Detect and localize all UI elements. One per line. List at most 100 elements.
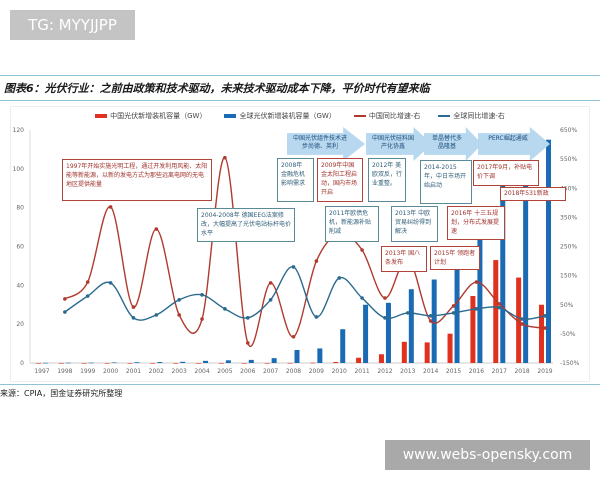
annotation-2015: 2015年 领跑者计划 [430, 246, 480, 270]
x-tick-label: 1998 [57, 368, 72, 375]
global-growth-point [268, 297, 273, 302]
annotation-2017: 2017年9月，补贴电价下调 [473, 160, 539, 186]
x-tick-label: 2015 [446, 368, 461, 375]
global-bar [271, 358, 277, 363]
x-tick-label: 2014 [423, 368, 438, 375]
china-bar [539, 304, 544, 363]
global-bar [500, 168, 506, 363]
china-growth-point [108, 205, 113, 209]
global-growth-point [474, 307, 479, 311]
watermark-bottom: www.webs-opensky.com [385, 440, 590, 470]
annotation-2009: 2009年中国金太阳工程启动，国内市场开启 [317, 158, 363, 202]
china-growth-point [451, 304, 456, 308]
x-tick-label: 2000 [103, 368, 118, 375]
global-bar [431, 279, 437, 363]
right-tick-label: 650% [560, 127, 577, 134]
china-bar [150, 363, 156, 364]
right-tick-label: 50% [560, 302, 574, 309]
annotation-2011: 2011年欧债危机，新能源补贴削减 [325, 206, 379, 242]
right-tick-label: -150% [560, 360, 580, 367]
x-tick-label: 2001 [126, 368, 141, 375]
chart-title: 图表6：光伏行业：之前由政策和技术驱动，未来技术驱动成本下降，平价时代有望来临 [4, 82, 430, 95]
legend-label: 中国同比增速-右 [368, 112, 421, 120]
global-bar [340, 329, 346, 363]
x-tick-label: 2005 [217, 368, 232, 375]
right-tick-label: 450% [560, 185, 577, 192]
left-tick-label: 80 [16, 205, 24, 212]
global-growth-point [223, 307, 227, 311]
x-tick-label: 2012 [377, 368, 392, 375]
annotation-1997: 1997年开始实施光明工程，通过开发利用风能、太阳能等新能源，以新的发电方式为那… [62, 159, 212, 201]
x-tick-label: 2011 [354, 368, 369, 375]
china-bar [401, 341, 407, 363]
global-bar [43, 362, 48, 364]
china-bar [447, 333, 453, 363]
x-tick-label: 2006 [240, 368, 255, 375]
annotation-2018: 2018年531新政 [500, 187, 566, 201]
global-bar [134, 362, 140, 363]
china-growth-point [200, 317, 204, 321]
x-tick-label: 2016 [469, 368, 484, 375]
china-bar [241, 363, 247, 364]
global-bar [203, 360, 209, 363]
global-growth-point [543, 314, 547, 318]
china-growth-point [383, 296, 387, 300]
global-growth-point [177, 297, 181, 302]
legend-label: 中国光伏新增装机容量（GW） [110, 112, 207, 120]
china-bar [333, 362, 339, 363]
global-growth-point [108, 281, 113, 285]
global-growth-point [63, 310, 67, 314]
china-growth-point [428, 319, 433, 323]
global-bar [225, 360, 231, 363]
right-tick-label: -50% [560, 331, 576, 338]
annotation-2012: 2012年 美欧双反，行业重整。 [368, 158, 406, 202]
legend-swatch [438, 115, 451, 117]
legend-swatch [95, 114, 108, 118]
global-bar [363, 304, 369, 363]
legend-global-line: 全球同比增速-右 [438, 111, 505, 121]
x-tick-label: 2007 [263, 368, 278, 375]
x-tick-label: 2002 [149, 368, 164, 375]
left-tick-label: 60 [16, 244, 24, 251]
source-rule [0, 384, 600, 385]
china-growth-point [474, 280, 479, 284]
global-growth-point [245, 316, 250, 320]
annotation-2014-2015: 2014-2015年，中日市场开始启动 [420, 160, 472, 204]
title-bottom-rule [0, 100, 600, 101]
china-bar [516, 277, 522, 363]
global-bar [294, 349, 300, 363]
legend-swatch [353, 115, 366, 117]
china-growth-point [291, 334, 296, 339]
global-growth-point [428, 314, 433, 318]
legend-label: 全球光伏新增装机容量（GW） [239, 112, 336, 120]
x-tick-label: 1997 [34, 368, 49, 375]
legend-china-line: 中国同比增速-右 [353, 111, 421, 121]
china-growth-point [520, 322, 524, 326]
left-tick-label: 120 [13, 127, 25, 134]
left-tick-label: 0 [20, 360, 24, 367]
annotation-2013-eu: 2013年 中欧贸易纠纷得到解决 [391, 206, 438, 242]
global-growth-point [154, 313, 159, 317]
global-bar [385, 302, 391, 363]
china-growth-point [360, 248, 364, 252]
global-bar [477, 217, 483, 363]
china-growth-point [268, 281, 273, 285]
right-tick-label: 550% [560, 156, 577, 163]
x-tick-label: 2008 [286, 368, 301, 375]
china-bar [127, 363, 133, 364]
right-tick-label: 150% [560, 273, 577, 280]
china-bar [81, 363, 87, 364]
global-bar [180, 361, 186, 363]
china-bar [493, 260, 499, 363]
x-tick-label: 2004 [194, 368, 209, 375]
x-tick-label: 2010 [332, 368, 347, 375]
global-bar [157, 362, 163, 363]
china-growth-point [85, 280, 90, 284]
global-growth-point [360, 296, 364, 300]
global-growth-point [85, 294, 90, 298]
global-growth-point [291, 265, 296, 269]
china-bar [196, 363, 202, 364]
china-bar [470, 296, 476, 363]
global-growth-point [520, 317, 524, 321]
china-bar [104, 363, 110, 364]
